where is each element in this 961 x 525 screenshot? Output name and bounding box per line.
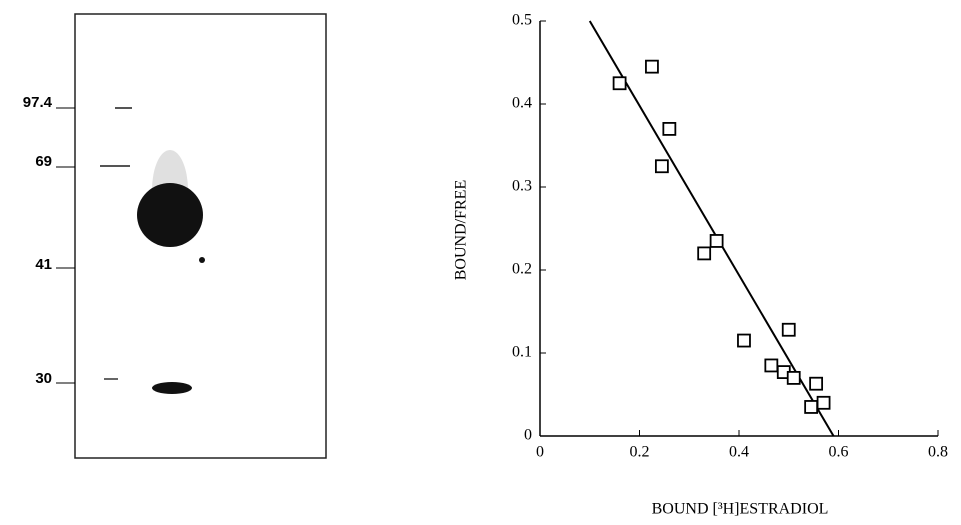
y-tick-label: 0.1 <box>512 344 532 361</box>
marker-label: 97.4 <box>23 94 53 111</box>
gel-frame <box>74 13 327 459</box>
point <box>654 159 669 174</box>
marker-label: 41 <box>35 256 52 273</box>
spot <box>137 183 203 247</box>
y-axis-label: BOUND/FREE <box>453 180 470 280</box>
x-tick-label: 0.8 <box>928 444 948 461</box>
band <box>152 382 192 394</box>
point <box>786 370 801 385</box>
point <box>737 333 751 348</box>
x-tick-label: 0.4 <box>729 444 749 461</box>
point <box>697 246 712 261</box>
spot <box>199 257 205 263</box>
point <box>816 395 831 410</box>
point <box>612 76 627 91</box>
y-tick-label: 0.5 <box>512 12 532 29</box>
scatter-plot: BOUND/FREE BOUND [³H]ESTRADIOL 0 0.1 0.2 0.… <box>453 12 948 518</box>
x-tick-label: 0.6 <box>829 444 849 461</box>
point <box>781 322 796 337</box>
point <box>645 59 659 74</box>
point <box>804 400 819 414</box>
x-tick-label: 0.2 <box>630 444 650 461</box>
y-tick-label: 0.4 <box>512 95 532 112</box>
marker-label: 69 <box>35 153 52 170</box>
point <box>709 234 724 248</box>
point <box>662 122 677 136</box>
gel: 97.4 69 41 30 <box>23 13 327 459</box>
point <box>764 358 779 373</box>
y-tick-label: 0.3 <box>512 178 532 195</box>
x-axis-label: BOUND [³H]ESTRADIOL <box>652 501 829 518</box>
fit-line <box>588 20 835 437</box>
y-tick-label: 0 <box>524 427 532 444</box>
x-tick-label: 0 <box>536 444 544 461</box>
y-tick-label: 0.2 <box>512 261 532 278</box>
marker-label: 30 <box>35 370 52 387</box>
point <box>809 376 824 391</box>
